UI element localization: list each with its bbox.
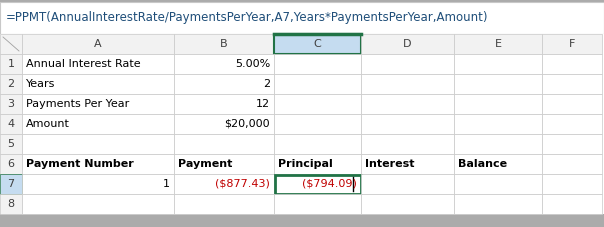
Bar	[542, 114, 602, 134]
Bar	[0, 194, 22, 214]
Bar	[174, 34, 274, 54]
Text: Principal: Principal	[278, 159, 333, 169]
Bar	[0, 174, 22, 194]
Bar	[361, 174, 454, 194]
Bar	[274, 175, 361, 193]
Bar	[454, 94, 542, 114]
Bar	[542, 154, 602, 174]
Bar	[454, 114, 542, 134]
Text: B: B	[220, 39, 228, 49]
Text: $20,000: $20,000	[224, 119, 270, 129]
Bar	[0, 34, 604, 214]
Bar	[0, 94, 22, 114]
Bar	[361, 54, 454, 74]
Text: 12: 12	[256, 99, 270, 109]
Text: ($877.43): ($877.43)	[215, 179, 270, 189]
Bar	[0, 154, 22, 174]
Bar	[22, 94, 174, 114]
Text: Payment Number: Payment Number	[26, 159, 133, 169]
Text: 8: 8	[7, 199, 14, 209]
Bar	[361, 94, 454, 114]
Bar	[454, 34, 542, 54]
Text: E: E	[495, 39, 501, 49]
Bar	[361, 34, 454, 54]
Bar	[274, 154, 361, 174]
Bar	[0, 0, 604, 2]
Bar	[361, 74, 454, 94]
Bar	[22, 194, 174, 214]
Bar	[0, 74, 22, 94]
Text: 1: 1	[163, 179, 170, 189]
Bar	[361, 114, 454, 134]
Text: F: F	[569, 39, 575, 49]
Bar	[542, 94, 602, 114]
Text: A: A	[94, 39, 102, 49]
Bar	[542, 194, 602, 214]
Text: Amount: Amount	[26, 119, 70, 129]
Text: 7: 7	[7, 179, 14, 189]
Bar	[361, 134, 454, 154]
Bar	[542, 34, 602, 54]
Bar	[274, 114, 361, 134]
Bar	[0, 2, 604, 34]
Bar	[22, 134, 174, 154]
Bar	[274, 94, 361, 114]
Bar	[174, 154, 274, 174]
Bar	[542, 54, 602, 74]
Bar	[542, 74, 602, 94]
Bar	[454, 194, 542, 214]
Bar	[22, 54, 174, 74]
Text: =PPMT(AnnualInterestRate/PaymentsPerYear,A7,Years*PaymentsPerYear,Amount): =PPMT(AnnualInterestRate/PaymentsPerYear…	[6, 12, 489, 25]
Bar	[174, 94, 274, 114]
Bar	[454, 134, 542, 154]
Bar	[22, 154, 174, 174]
Bar	[454, 174, 542, 194]
Text: ($794.09): ($794.09)	[302, 179, 357, 189]
Bar	[174, 54, 274, 74]
Text: 2: 2	[263, 79, 270, 89]
Bar	[0, 134, 22, 154]
Text: Annual Interest Rate: Annual Interest Rate	[26, 59, 141, 69]
Text: C: C	[313, 39, 321, 49]
Bar	[274, 54, 361, 74]
Bar	[274, 194, 361, 214]
Text: D: D	[403, 39, 412, 49]
Text: Payment: Payment	[178, 159, 233, 169]
Bar	[542, 134, 602, 154]
Text: Years: Years	[26, 79, 56, 89]
Bar	[454, 154, 542, 174]
Bar	[274, 174, 361, 194]
Bar	[174, 194, 274, 214]
Bar	[174, 114, 274, 134]
Bar	[22, 34, 174, 54]
Bar	[174, 74, 274, 94]
Text: Interest: Interest	[365, 159, 414, 169]
Text: 2: 2	[7, 79, 14, 89]
Bar	[0, 54, 22, 74]
Bar	[454, 54, 542, 74]
Bar	[22, 74, 174, 94]
Bar	[22, 114, 174, 134]
Bar	[361, 154, 454, 174]
Bar	[0, 34, 22, 54]
Bar	[454, 74, 542, 94]
Bar	[0, 114, 22, 134]
Bar	[274, 74, 361, 94]
Text: 6: 6	[7, 159, 14, 169]
Text: Payments Per Year: Payments Per Year	[26, 99, 129, 109]
Bar	[174, 134, 274, 154]
Bar	[542, 174, 602, 194]
Bar	[22, 174, 174, 194]
Text: 3: 3	[7, 99, 14, 109]
Bar	[361, 194, 454, 214]
Bar	[274, 134, 361, 154]
Text: Balance: Balance	[458, 159, 507, 169]
Bar	[274, 34, 361, 54]
Bar	[174, 174, 274, 194]
Text: 5: 5	[7, 139, 14, 149]
Text: 5.00%: 5.00%	[235, 59, 270, 69]
Text: 4: 4	[7, 119, 14, 129]
Text: 1: 1	[7, 59, 14, 69]
